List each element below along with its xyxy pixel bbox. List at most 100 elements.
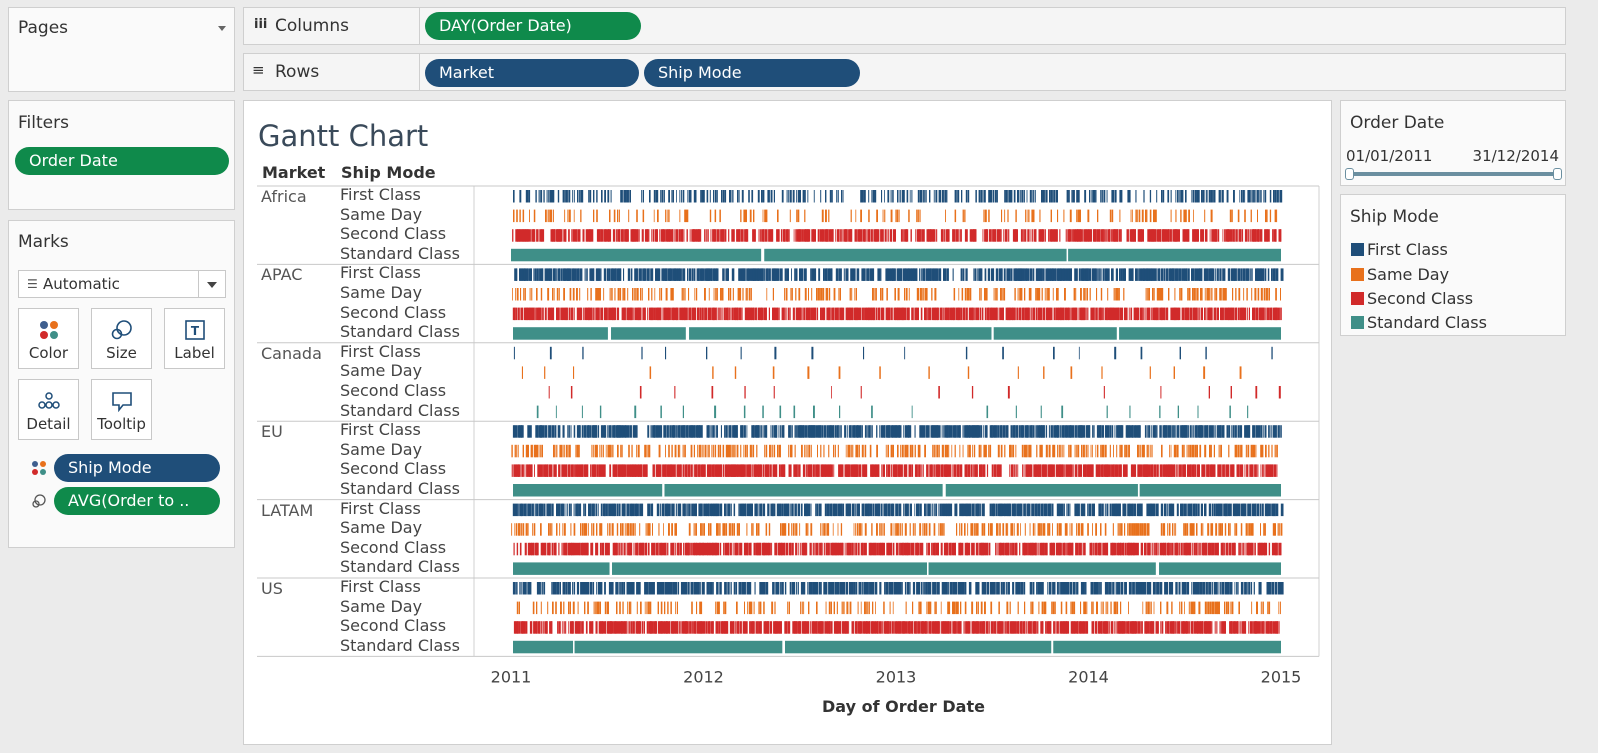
gantt-bar[interactable] <box>768 621 770 634</box>
gantt-bar[interactable] <box>524 288 526 301</box>
gantt-bar[interactable] <box>538 307 541 321</box>
gantt-bar[interactable] <box>799 307 802 321</box>
gantt-bar[interactable] <box>613 425 616 438</box>
gantt-bar[interactable] <box>983 523 986 536</box>
gantt-bar[interactable] <box>580 307 583 321</box>
gantt-bar[interactable] <box>1236 464 1240 477</box>
gantt-bar[interactable] <box>1062 542 1065 556</box>
gantt-bar[interactable] <box>882 503 884 517</box>
gantt-bar[interactable] <box>528 307 532 321</box>
gantt-bar[interactable] <box>1135 268 1138 281</box>
gantt-bar[interactable] <box>841 601 843 615</box>
gantt-bar[interactable] <box>1060 307 1063 321</box>
gantt-bar[interactable] <box>846 464 849 477</box>
gantt-bar[interactable] <box>976 425 979 438</box>
gantt-bar[interactable] <box>972 307 974 321</box>
gantt-bar[interactable] <box>1076 464 1078 477</box>
gantt-bar[interactable] <box>1262 542 1266 556</box>
gantt-bar[interactable] <box>1161 190 1163 203</box>
gantt-bar[interactable] <box>1197 405 1199 419</box>
gantt-bar[interactable] <box>1081 444 1083 458</box>
gantt-bar[interactable] <box>625 229 628 242</box>
gantt-bar[interactable] <box>1273 229 1277 242</box>
gantt-bar[interactable] <box>1070 464 1073 477</box>
gantt-bar[interactable] <box>1102 542 1104 556</box>
gantt-bar[interactable] <box>1044 503 1047 517</box>
gantt-bar[interactable] <box>981 582 985 595</box>
gantt-bar[interactable] <box>671 268 673 281</box>
gantt-bar[interactable] <box>754 307 757 321</box>
gantt-bar[interactable] <box>596 503 597 517</box>
gantt-bar[interactable] <box>869 425 871 438</box>
gantt-bar[interactable] <box>575 444 577 458</box>
gantt-bar[interactable] <box>1052 464 1055 477</box>
gantt-bar[interactable] <box>975 523 977 536</box>
gantt-bar[interactable] <box>1154 209 1156 223</box>
gantt-bar[interactable] <box>740 307 742 321</box>
gantt-bar[interactable] <box>625 190 627 203</box>
gantt-bar[interactable] <box>535 425 538 438</box>
gantt-bar[interactable] <box>712 268 715 281</box>
gantt-bar[interactable] <box>1046 542 1048 556</box>
gantt-bar[interactable] <box>1228 523 1230 536</box>
gantt-bar[interactable] <box>556 503 559 517</box>
gantt-bar[interactable] <box>1170 209 1172 223</box>
gantt-bar[interactable] <box>875 601 876 615</box>
gantt-bar[interactable] <box>1066 523 1068 536</box>
gantt-bar[interactable] <box>896 582 899 595</box>
gantt-bar[interactable] <box>767 268 769 281</box>
gantt-bar[interactable] <box>1209 190 1211 203</box>
gantt-bar[interactable] <box>620 542 622 556</box>
gantt-bar[interactable] <box>897 209 899 223</box>
gantt-bar[interactable] <box>965 425 968 438</box>
gantt-bar[interactable] <box>826 268 828 281</box>
gantt-bar[interactable] <box>1052 444 1054 458</box>
gantt-bar[interactable] <box>1005 621 1007 634</box>
gantt-bar[interactable] <box>1126 464 1128 477</box>
gantt-bar[interactable] <box>668 503 671 517</box>
gantt-bar[interactable] <box>828 601 831 615</box>
gantt-bar[interactable] <box>1078 229 1082 242</box>
gantt-bar[interactable] <box>1017 601 1019 615</box>
gantt-bar[interactable] <box>892 542 895 556</box>
gantt-bar[interactable] <box>676 601 678 615</box>
gantt-bar[interactable] <box>969 464 971 477</box>
gantt-bar[interactable] <box>535 268 537 281</box>
gantt-bar[interactable] <box>856 523 858 536</box>
gantt-bar[interactable] <box>767 190 770 203</box>
gantt-bar[interactable] <box>1034 425 1036 438</box>
gantt-bar[interactable] <box>1136 425 1140 438</box>
gantt-bar[interactable] <box>1172 425 1174 438</box>
gantt-bar[interactable] <box>1000 288 1002 301</box>
gantt-bar[interactable] <box>569 209 571 223</box>
gantt-bar[interactable] <box>561 464 564 477</box>
gantt-bar[interactable] <box>540 229 543 242</box>
gantt-bar[interactable] <box>1265 542 1268 556</box>
gantt-bar[interactable] <box>927 542 931 556</box>
gantt-bar[interactable] <box>677 444 680 458</box>
gantt-bar[interactable] <box>681 288 683 301</box>
gantt-bar[interactable] <box>817 464 820 477</box>
gantt-bar[interactable] <box>677 307 679 321</box>
gantt-bar[interactable] <box>930 307 932 321</box>
gantt-bar[interactable] <box>928 621 931 634</box>
gantt-bar[interactable] <box>601 229 604 242</box>
gantt-bar[interactable] <box>534 464 535 477</box>
gantt-bar[interactable] <box>698 444 701 458</box>
gantt-bar[interactable] <box>651 288 653 301</box>
gantt-bar[interactable] <box>1005 190 1008 203</box>
gantt-bar[interactable] <box>1113 229 1117 242</box>
gantt-bar[interactable] <box>773 503 776 517</box>
gantt-bar[interactable] <box>596 464 599 477</box>
gantt-bar[interactable] <box>621 444 623 458</box>
gantt-bar[interactable] <box>951 542 955 556</box>
gantt-bar[interactable] <box>880 288 882 301</box>
gantt-bar[interactable] <box>1053 425 1056 438</box>
gantt-bar[interactable] <box>1228 425 1231 438</box>
gantt-bar[interactable] <box>1118 542 1122 556</box>
gantt-bar[interactable] <box>1216 288 1218 301</box>
gantt-bar[interactable] <box>1219 601 1220 615</box>
gantt-bar[interactable] <box>931 268 935 281</box>
gantt-bar[interactable] <box>924 307 927 321</box>
gantt-bar[interactable] <box>870 229 873 242</box>
